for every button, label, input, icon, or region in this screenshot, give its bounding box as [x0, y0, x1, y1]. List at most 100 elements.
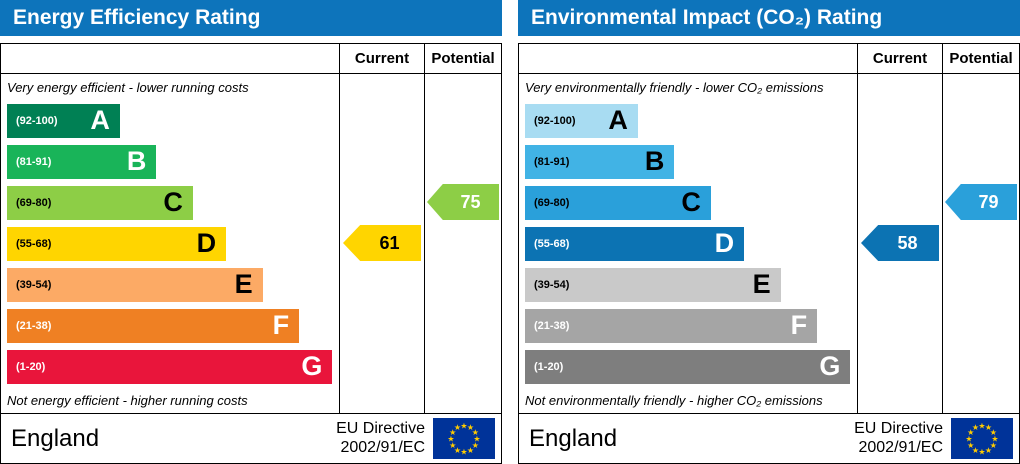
co2-chart-table: Current Potential Very environmentally f… [518, 43, 1020, 464]
environmental-impact-panel: Environmental Impact (CO₂) Rating Curren… [518, 0, 1020, 464]
co2-potential-column: 79 [942, 74, 1019, 413]
co2-band-bar-e: (39-54) E [525, 267, 781, 302]
band-range: (21-38) [16, 319, 52, 332]
energy-band-bar-e: (39-54) E [7, 267, 263, 302]
band-row-a: (92-100) A [7, 100, 339, 141]
band-range: (69-80) [16, 196, 52, 209]
co2-band-bar-b: (81-91) B [525, 144, 675, 179]
band-letter: G [819, 351, 841, 381]
band-row-g: (1-20) G [7, 346, 339, 387]
band-row-a: (92-100) A [525, 100, 857, 141]
energy-chart-body: Very energy efficient - lower running co… [1, 74, 501, 413]
co2-title-bar: Environmental Impact (CO₂) Rating [518, 0, 1020, 36]
svg-text:★: ★ [447, 435, 454, 444]
region-label: England [529, 424, 618, 452]
band-range: (92-100) [16, 114, 58, 127]
co2-chart-body: Very environmentally friendly - lower CO… [519, 74, 1019, 413]
energy-band-bar-a: (92-100) A [7, 103, 120, 138]
energy-band-bar-g: (1-20) G [7, 349, 333, 384]
co2-band-bar-g: (1-20) G [525, 349, 851, 384]
potential-column-header: Potential [942, 44, 1019, 73]
band-range: (92-100) [534, 114, 576, 127]
svg-text:★: ★ [473, 435, 480, 444]
band-range: (81-91) [16, 155, 52, 168]
energy-band-bar-b: (81-91) B [7, 144, 157, 179]
band-row-c: (69-80) C [525, 182, 857, 223]
band-letter: E [234, 269, 253, 299]
eu-flag-icon: ★ ★★ ★★★ ★★★ ★★★ [951, 418, 1013, 459]
band-row-f: (21-38) F [525, 305, 857, 346]
co2-bottom-caption: Not environmentally friendly - higher CO… [525, 392, 823, 408]
eu-flag-icon: ★ ★★ ★★★ ★★★ ★★★ [433, 418, 495, 459]
band-row-d: (55-68) D [525, 223, 857, 264]
svg-text:★: ★ [985, 446, 992, 455]
energy-potential-value: 75 [460, 191, 481, 212]
energy-column-header-row: Current Potential [1, 44, 501, 74]
energy-panel-title: Energy Efficiency Rating [13, 6, 261, 29]
energy-footer: England EU Directive 2002/91/EC ★ ★ ★ ★ ★ ★ … [1, 413, 501, 463]
band-row-g: (1-20) G [525, 346, 857, 387]
band-row-b: (81-91) B [7, 141, 339, 182]
band-row-e: (39-54) E [525, 264, 857, 305]
co2-band-bar-a: (92-100) A [525, 103, 638, 138]
energy-band-bar-c: (69-80) C [7, 185, 193, 220]
svg-text:★: ★ [965, 435, 972, 444]
current-column-header: Current [339, 44, 424, 73]
svg-text:★: ★ [990, 441, 997, 450]
band-range: (21-38) [534, 319, 570, 332]
co2-panel-title: Environmental Impact (CO₂) Rating [531, 6, 883, 29]
band-row-f: (21-38) F [7, 305, 339, 346]
band-letter: C [163, 187, 183, 217]
energy-band-bar-d: (55-68) D [7, 226, 227, 261]
band-letter: F [790, 310, 808, 340]
energy-efficiency-panel: Energy Efficiency Rating Current Potenti… [0, 0, 502, 464]
header-spacer-cell [519, 44, 857, 73]
band-letter: F [272, 310, 290, 340]
co2-current-rating-arrow: 58 [861, 225, 939, 261]
svg-text:★: ★ [472, 441, 479, 450]
eu-flag-stars: ★ ★★ ★★★ ★★★ ★★★ [447, 422, 480, 457]
band-letter: C [681, 187, 701, 217]
band-row-b: (81-91) B [525, 141, 857, 182]
header-spacer-cell [1, 44, 339, 73]
band-range: (1-20) [16, 360, 46, 373]
band-letter: B [644, 146, 665, 176]
energy-chart-table: Current Potential Very energy efficient … [0, 43, 502, 464]
co2-bands-column: Very environmentally friendly - lower CO… [519, 74, 857, 413]
energy-band-bar-f: (21-38) F [7, 308, 300, 343]
band-letter: A [90, 105, 110, 135]
co2-footer: England EU Directive 2002/91/EC ★ ★ ★ ★ ★ ★ … [519, 413, 1019, 463]
co2-potential-value: 79 [978, 191, 999, 212]
co2-current-column: 58 [857, 74, 942, 413]
band-range: (1-20) [534, 360, 564, 373]
svg-text:★: ★ [449, 441, 456, 450]
svg-text:★: ★ [972, 446, 979, 455]
region-label: England [11, 424, 100, 452]
energy-potential-column: 75 [424, 74, 501, 413]
energy-current-rating-arrow: 61 [343, 225, 421, 261]
svg-text:★: ★ [972, 423, 979, 432]
band-row-c: (69-80) C [7, 182, 339, 223]
band-letter: G [301, 351, 323, 381]
svg-text:★: ★ [449, 428, 456, 437]
svg-text:★: ★ [990, 428, 997, 437]
co2-band-bar-f: (21-38) F [525, 308, 818, 343]
svg-text:★: ★ [472, 428, 479, 437]
band-range: (39-54) [16, 278, 52, 291]
band-letter: A [608, 105, 628, 135]
co2-top-caption: Very environmentally friendly - lower CO… [525, 79, 824, 95]
svg-text:★: ★ [978, 448, 985, 457]
energy-current-value: 61 [379, 232, 400, 253]
energy-current-column: 61 [339, 74, 424, 413]
eu-directive-label: EU Directive 2002/91/EC [336, 420, 425, 456]
eu-flag-stars: ★ ★★ ★★★ ★★★ ★★★ [965, 422, 998, 457]
band-row-d: (55-68) D [7, 223, 339, 264]
energy-title-bar: Energy Efficiency Rating [0, 0, 502, 36]
co2-band-bar-c: (69-80) C [525, 185, 711, 220]
svg-text:★: ★ [967, 441, 974, 450]
svg-text:★: ★ [460, 422, 467, 431]
band-letter: D [196, 228, 217, 258]
band-letter: B [126, 146, 147, 176]
eu-directive-label: EU Directive 2002/91/EC [854, 420, 943, 456]
